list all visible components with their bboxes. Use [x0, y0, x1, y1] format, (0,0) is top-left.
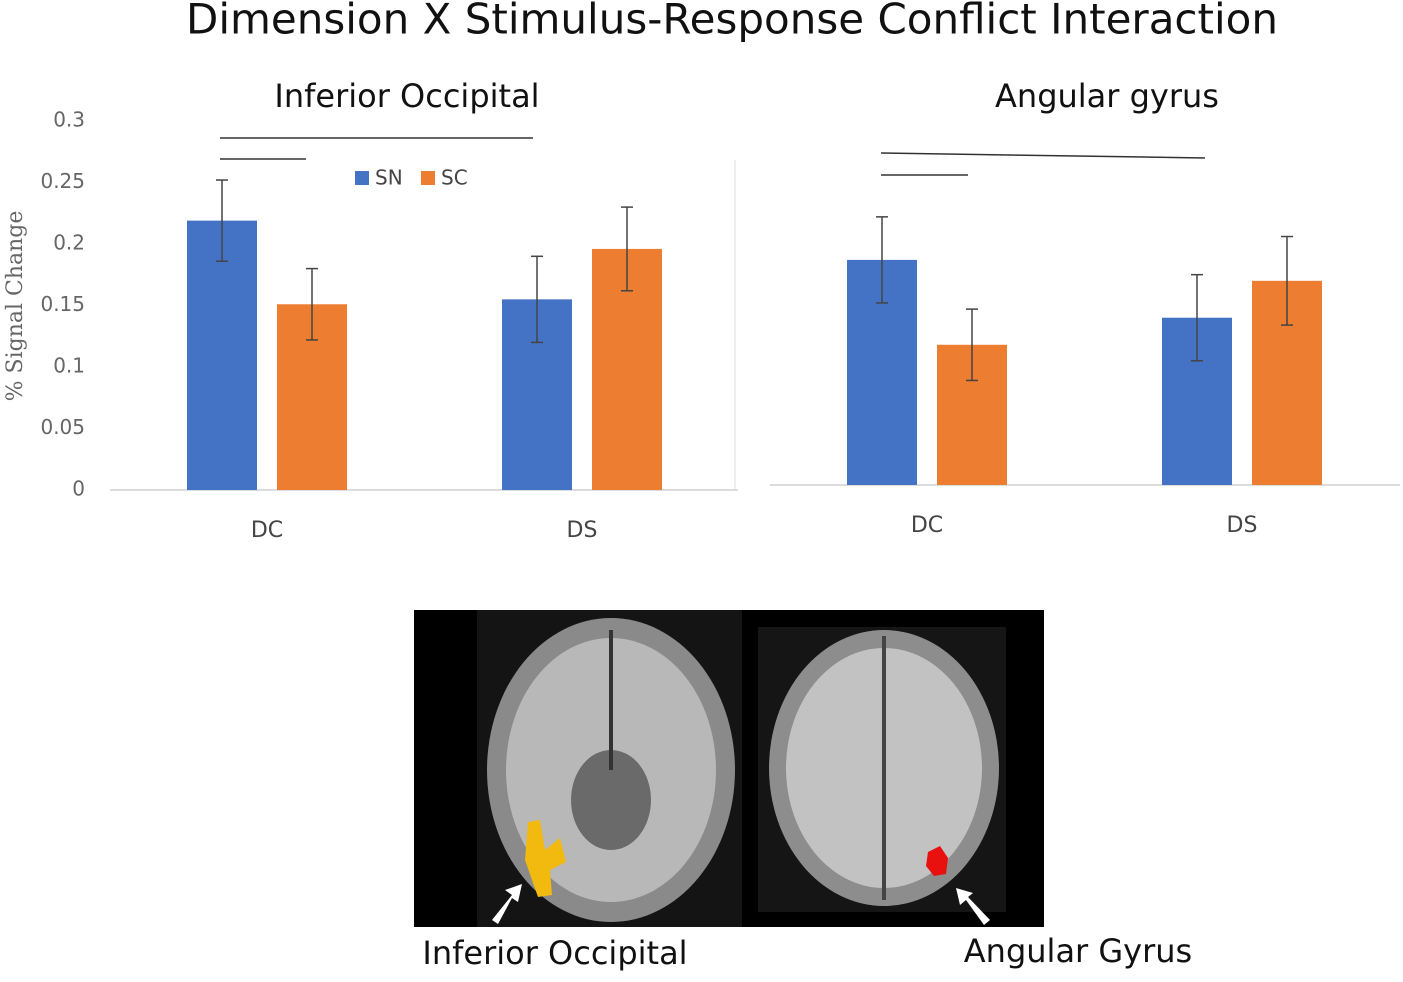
arrow — [956, 888, 990, 925]
image-label: Angular Gyrus — [964, 932, 1192, 970]
figure-title: Dimension X Stimulus-Response Conflict I… — [186, 0, 1278, 44]
significance-line — [880, 152, 1206, 159]
brain-stem — [571, 750, 651, 850]
y-tick-label: 0.3 — [53, 108, 85, 132]
x-tick-label: DS — [567, 518, 598, 543]
bar — [187, 220, 257, 490]
y-axis-label: % Signal Change — [3, 211, 28, 402]
y-tick-label: 0 — [72, 477, 85, 501]
y-tick-label: 0.25 — [40, 169, 85, 193]
legend-label: SN — [375, 166, 403, 190]
activation-blob — [926, 846, 948, 876]
arrow — [492, 884, 522, 924]
y-tick-label: 0.2 — [53, 231, 85, 255]
y-tick-label: 0.15 — [40, 292, 85, 316]
y-tick-label: 0.1 — [53, 354, 85, 378]
chart-title: Angular gyrus — [995, 77, 1219, 115]
image-label: Inferior Occipital — [422, 934, 687, 972]
activation-blob — [525, 820, 566, 897]
legend-swatch — [421, 171, 435, 185]
legend-swatch — [355, 171, 369, 185]
chart-title: Inferior Occipital — [274, 77, 539, 115]
y-tick-label: 0.05 — [40, 415, 85, 439]
x-tick-label: DC — [251, 518, 283, 543]
x-tick-label: DS — [1227, 513, 1258, 538]
legend-label: SC — [441, 166, 468, 190]
brain-images — [414, 610, 1044, 927]
x-tick-label: DC — [911, 513, 943, 538]
